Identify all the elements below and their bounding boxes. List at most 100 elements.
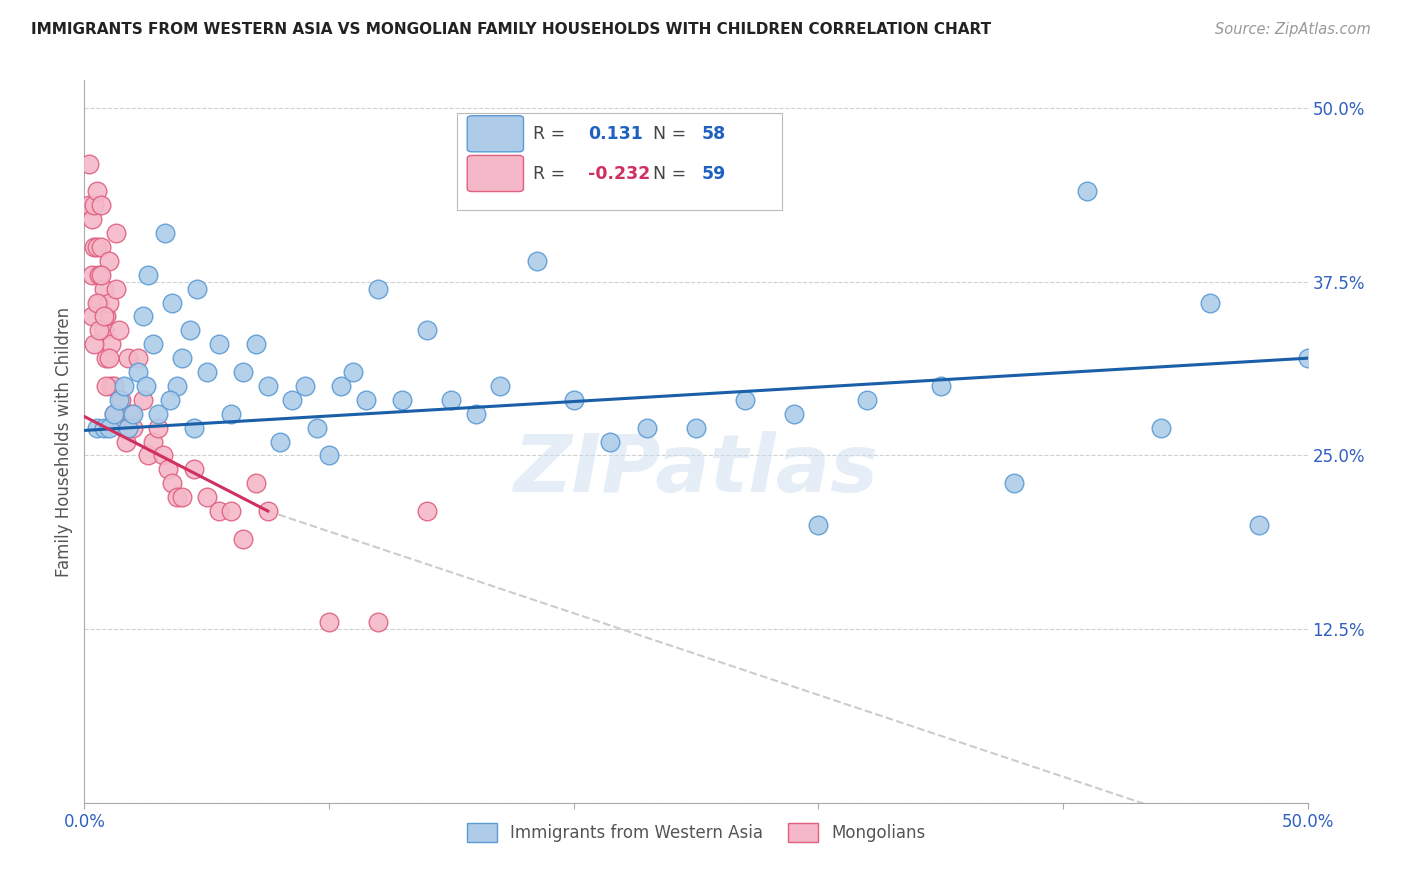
Text: 0.131: 0.131 [588, 126, 643, 144]
Point [107, 392, 129, 407]
Point [636, 420, 658, 434]
Point [146, 407, 169, 421]
Point [367, 282, 389, 296]
Point [96, 351, 118, 366]
Point [146, 420, 169, 434]
Point [1150, 420, 1173, 434]
Point [257, 504, 280, 518]
Point [96, 379, 118, 393]
Point [136, 268, 159, 282]
Point [105, 226, 128, 240]
Point [269, 434, 291, 449]
Point [136, 449, 159, 463]
Point [245, 337, 267, 351]
Point [1296, 351, 1319, 366]
Point [416, 504, 439, 518]
Point [90, 240, 112, 254]
Point [156, 462, 179, 476]
Point [93, 323, 115, 337]
Point [105, 282, 128, 296]
Point [127, 351, 149, 366]
Point [245, 476, 267, 491]
Point [87, 268, 110, 282]
Point [87, 295, 110, 310]
Point [179, 323, 201, 337]
Point [117, 351, 139, 366]
Point [162, 476, 184, 491]
Point [135, 379, 157, 393]
Point [80, 310, 103, 324]
Point [318, 449, 340, 463]
Point [318, 615, 340, 630]
Point [112, 379, 135, 393]
Point [391, 392, 413, 407]
Point [183, 462, 205, 476]
Point [93, 420, 115, 434]
Point [77, 198, 100, 212]
Point [208, 504, 231, 518]
Point [1076, 185, 1098, 199]
Point [232, 532, 254, 546]
Point [127, 365, 149, 379]
Point [103, 407, 125, 421]
Point [489, 379, 512, 393]
Point [142, 434, 165, 449]
Point [100, 337, 122, 351]
Point [83, 198, 105, 212]
Point [159, 392, 181, 407]
Point [183, 420, 205, 434]
Point [86, 185, 108, 199]
Point [103, 379, 125, 393]
Text: 58: 58 [702, 126, 727, 144]
Point [87, 323, 110, 337]
Text: R =: R = [533, 165, 571, 183]
Point [83, 337, 105, 351]
Point [440, 392, 463, 407]
Point [122, 407, 145, 421]
Point [86, 295, 108, 310]
Point [195, 490, 218, 504]
Point [132, 310, 155, 324]
Point [97, 420, 120, 434]
Text: ZIPatlas: ZIPatlas [513, 432, 879, 509]
Point [685, 420, 707, 434]
Point [80, 212, 103, 227]
Text: N =: N = [654, 165, 692, 183]
Point [152, 449, 174, 463]
Point [122, 420, 145, 434]
Point [117, 420, 139, 434]
Point [77, 156, 100, 170]
Point [294, 379, 316, 393]
Text: IMMIGRANTS FROM WESTERN ASIA VS MONGOLIAN FAMILY HOUSEHOLDS WITH CHILDREN CORREL: IMMIGRANTS FROM WESTERN ASIA VS MONGOLIA… [31, 22, 991, 37]
Point [929, 379, 952, 393]
Point [232, 365, 254, 379]
Point [83, 240, 105, 254]
Point [599, 434, 621, 449]
Point [172, 351, 194, 366]
Point [856, 392, 879, 407]
Text: R =: R = [533, 126, 571, 144]
Text: Source: ZipAtlas.com: Source: ZipAtlas.com [1215, 22, 1371, 37]
Point [367, 615, 389, 630]
Point [166, 379, 188, 393]
Point [208, 337, 231, 351]
Point [1198, 295, 1220, 310]
Point [96, 310, 118, 324]
Point [93, 310, 115, 324]
Point [562, 392, 585, 407]
Point [734, 392, 756, 407]
Point [1247, 517, 1270, 532]
Point [90, 268, 112, 282]
Point [97, 295, 120, 310]
Point [464, 407, 486, 421]
Point [142, 337, 165, 351]
Point [80, 268, 103, 282]
Point [172, 490, 194, 504]
Point [219, 504, 242, 518]
Y-axis label: Family Households with Children: Family Households with Children [55, 307, 73, 576]
Point [305, 420, 328, 434]
Point [783, 407, 806, 421]
Point [219, 407, 242, 421]
Point [100, 379, 122, 393]
Point [153, 226, 176, 240]
